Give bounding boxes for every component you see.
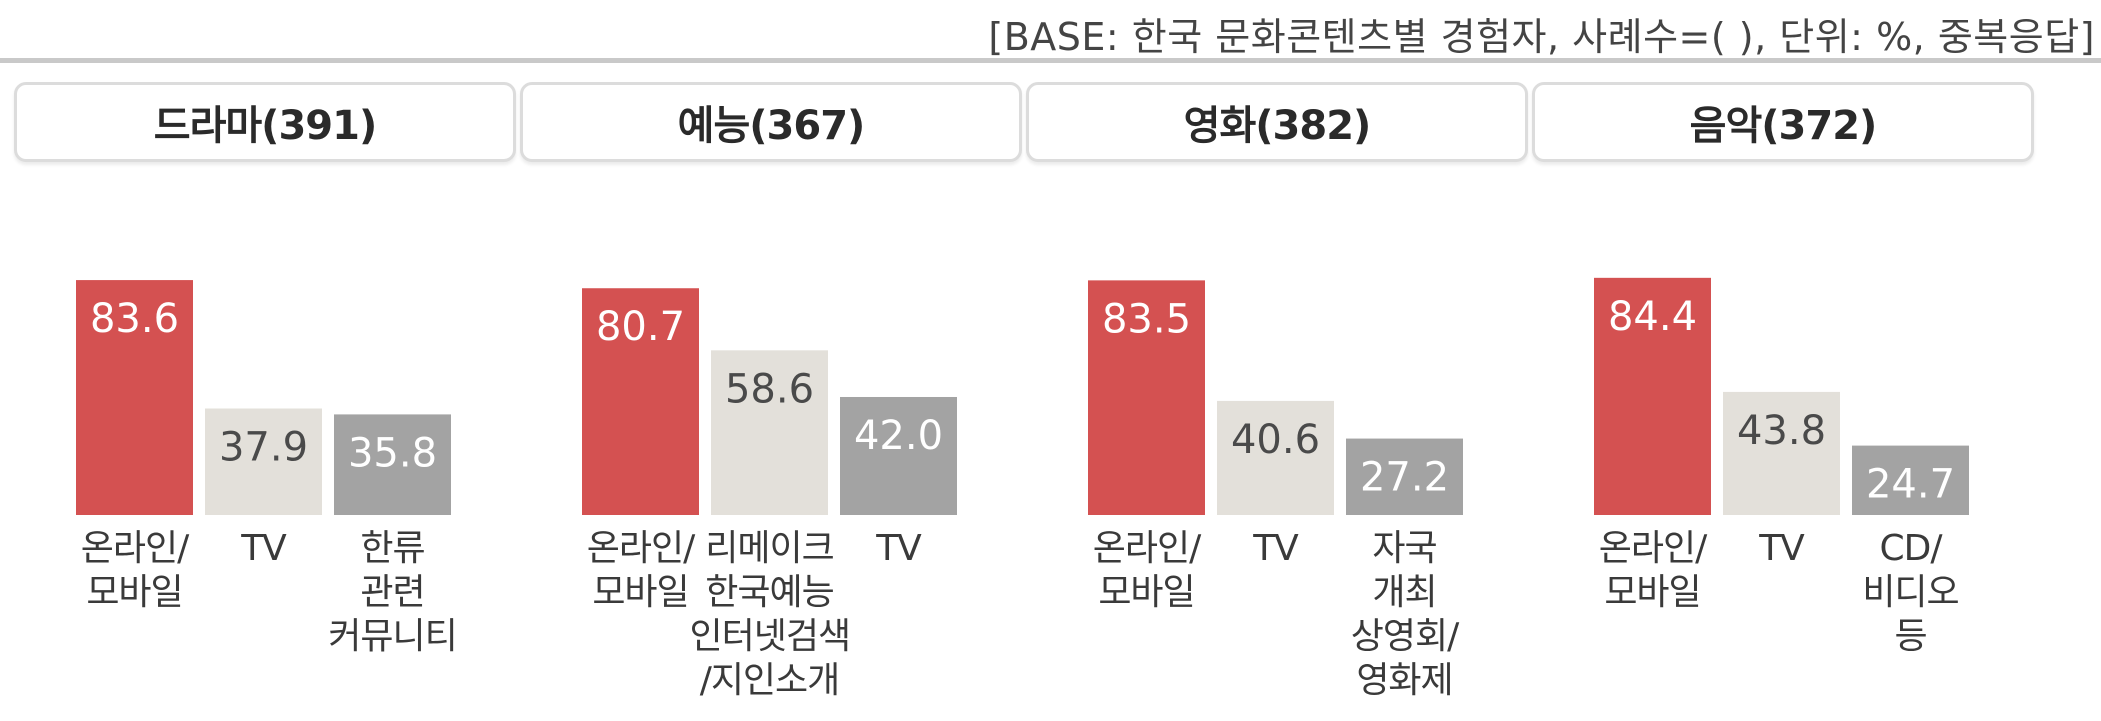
category-label-line: 온라인/ — [1598, 528, 1708, 569]
data-label-2-1: 40.6 — [1231, 417, 1320, 463]
data-label-1-2: 42.0 — [854, 413, 943, 459]
bar-0-2 — [334, 414, 451, 515]
panel-title: 영화(382) — [1183, 103, 1372, 149]
category-label-0-1: TV — [184, 527, 344, 571]
bar-1-1 — [711, 350, 828, 515]
bar-0-1 — [205, 408, 322, 515]
data-label-3-2: 24.7 — [1866, 462, 1955, 508]
panel-title: 음악(372) — [1689, 103, 1878, 149]
panel-header-3: 음악(372) — [1532, 82, 2034, 162]
category-label-line: TV — [1759, 528, 1805, 569]
category-label-line: 등 — [1894, 616, 1927, 657]
data-label-2-2: 27.2 — [1360, 455, 1449, 501]
bar-2-2 — [1346, 438, 1463, 515]
category-label-1-1: 리메이크 한국예능 인터넷검색/지인소개 — [689, 527, 852, 703]
data-label-2-0: 83.5 — [1102, 296, 1191, 342]
category-label-line: TV — [876, 528, 922, 569]
category-label-line: 모바일 — [592, 572, 689, 613]
bar-3-0 — [1594, 277, 1711, 515]
data-label-1-1: 58.6 — [725, 366, 814, 412]
category-label-1-2: TV — [819, 527, 979, 571]
category-label-line: 커뮤니티 — [328, 616, 457, 657]
category-label-0-2: 한류 관련 커뮤니티 — [313, 527, 473, 659]
category-label-line: 한류 — [360, 528, 425, 569]
category-label-1-0: 온라인/모바일 — [561, 527, 721, 615]
category-label-3-2: CD/비디오 등 — [1831, 527, 1991, 659]
bar-0-0 — [76, 280, 193, 515]
data-label-3-1: 43.8 — [1737, 408, 1826, 454]
panel-header-0: 드라마(391) — [14, 82, 516, 162]
bar-2-1 — [1217, 400, 1334, 515]
bar-2-0 — [1088, 280, 1205, 515]
category-label-line: 모바일 — [1098, 572, 1195, 613]
category-label-line: 자국 — [1372, 528, 1437, 569]
panel-header-2: 영화(382) — [1026, 82, 1528, 162]
category-label-0-0: 온라인/모바일 — [55, 527, 215, 615]
data-label-1-0: 80.7 — [596, 304, 685, 350]
panel-title: 예능(367) — [677, 103, 866, 149]
category-label-line: 관련 — [360, 572, 425, 613]
category-label-line: 개최 — [1372, 572, 1437, 613]
category-label-line: 모바일 — [86, 572, 183, 613]
category-label-2-2: 자국 개최 상영회/영화제 — [1325, 527, 1485, 703]
category-label-2-1: TV — [1196, 527, 1356, 571]
category-label-3-1: TV — [1702, 527, 1862, 571]
category-label-line: CD/ — [1879, 528, 1943, 569]
panel-title: 드라마(391) — [153, 103, 377, 149]
category-label-line: TV — [241, 528, 287, 569]
category-label-line: TV — [1253, 528, 1299, 569]
category-label-line: 영화제 — [1356, 660, 1453, 701]
bar-1-0 — [582, 288, 699, 515]
category-label-line: 온라인/ — [80, 528, 190, 569]
bar-1-2 — [840, 396, 957, 515]
data-label-0-0: 83.6 — [90, 296, 179, 342]
category-label-3-0: 온라인/모바일 — [1573, 527, 1733, 615]
data-label-0-1: 37.9 — [219, 425, 308, 471]
data-label-3-0: 84.4 — [1608, 294, 1697, 340]
category-label-line: 온라인/ — [586, 528, 696, 569]
category-label-line: 리메이크 — [705, 528, 834, 569]
category-label-line: 모바일 — [1604, 572, 1701, 613]
bar-3-1 — [1723, 391, 1840, 515]
category-label-line: 인터넷검색 — [689, 616, 852, 657]
category-label-2-0: 온라인/모바일 — [1067, 527, 1227, 615]
data-label-0-2: 35.8 — [348, 430, 437, 476]
category-label-line: 상영회/ — [1350, 616, 1460, 657]
bar-3-2 — [1852, 445, 1969, 515]
category-label-line: 온라인/ — [1092, 528, 1202, 569]
category-label-line: 한국예능 — [705, 572, 834, 613]
base-note: [BASE: 한국 문화콘텐츠별 경험자, 사례수=( ), 단위: %, 중복… — [988, 15, 2095, 59]
top-divider — [0, 58, 2101, 63]
panel-header-1: 예능(367) — [520, 82, 1022, 162]
category-label-line: /지인소개 — [699, 660, 841, 701]
category-label-line: 비디오 — [1862, 572, 1959, 613]
